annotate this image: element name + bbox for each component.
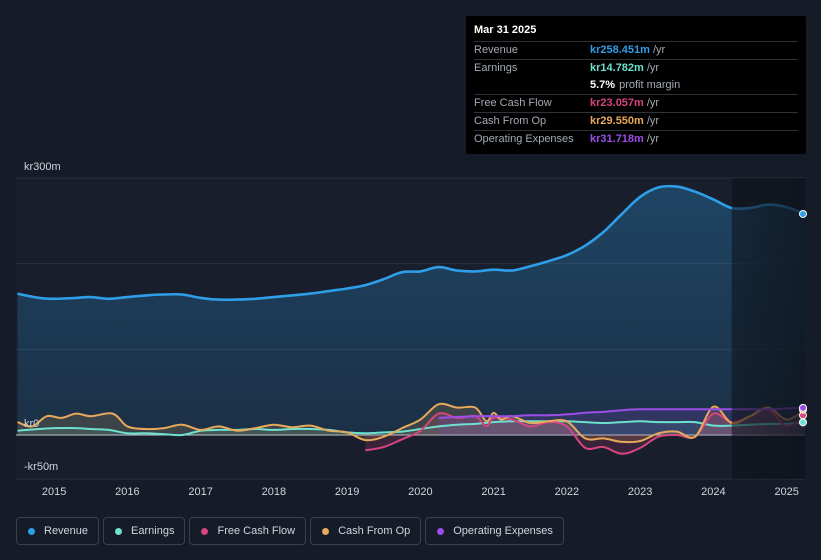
- operating-expenses-dot-icon: [437, 527, 445, 535]
- series-end-markers: [799, 209, 807, 427]
- tooltip-value: kr29.550m: [590, 115, 644, 127]
- tooltip-value: 5.7%: [590, 79, 616, 91]
- tooltip-unit: /yr: [646, 133, 660, 145]
- y-tick-label: -kr50m: [24, 461, 58, 473]
- tooltip-label: Cash From Op: [474, 115, 547, 127]
- cash-from-op-line: [17, 402, 806, 444]
- tooltip-value: kr23.057m: [590, 97, 644, 109]
- legend-label: Operating Expenses: [453, 525, 553, 537]
- x-tick-label: 2022: [555, 486, 579, 498]
- tooltip-label: Earnings: [474, 62, 518, 74]
- legend-item-operating-expenses[interactable]: Operating Expenses: [425, 517, 564, 545]
- tooltip: Mar 31 2025 Revenue kr258.451m /yr Earni…: [466, 16, 806, 154]
- tooltip-unit: /yr: [652, 44, 666, 56]
- tooltip-row-free-cash-flow: Free Cash Flow kr23.057m /yr: [474, 94, 798, 112]
- x-tick-label: 2020: [408, 486, 432, 498]
- operating-expenses-end-marker: [799, 403, 807, 412]
- legend-item-earnings[interactable]: Earnings: [103, 517, 186, 545]
- tooltip-row-profit-margin: 5.7% profit margin: [474, 77, 798, 94]
- tooltip-unit: /yr: [646, 97, 660, 109]
- free-cash-flow-area: [365, 409, 805, 454]
- legend-item-cash-from-op[interactable]: Cash From Op: [310, 517, 422, 545]
- tooltip-label: [474, 77, 590, 94]
- cash-from-op-area: [17, 403, 805, 443]
- tooltip-row-cash-from-op: Cash From Op kr29.550m /yr: [474, 112, 798, 130]
- revenue-dot-icon: [28, 527, 35, 535]
- tooltip-row-earnings: Earnings kr14.782m /yr: [474, 59, 798, 77]
- earnings-dot-icon: [115, 527, 123, 535]
- x-tick-label: 2024: [701, 486, 725, 498]
- x-tick-label: 2018: [262, 486, 286, 498]
- earnings-line: [17, 420, 806, 437]
- tooltip-label: Revenue: [474, 44, 519, 56]
- y-tick-label: kr0: [24, 418, 39, 430]
- legend-item-revenue[interactable]: Revenue: [16, 517, 100, 545]
- forecast-shade: [731, 178, 805, 479]
- x-tick-label: 2019: [335, 486, 359, 498]
- legend-label: Free Cash Flow: [217, 525, 296, 537]
- x-tick-label: 2025: [774, 486, 798, 498]
- tooltip-unit: /yr: [646, 115, 660, 127]
- tooltip-row-revenue: Revenue kr258.451m /yr: [474, 41, 798, 59]
- cash-from-op-dot-icon: [322, 527, 330, 535]
- tooltip-value: kr31.718m: [590, 133, 644, 145]
- revenue-end-marker: [799, 209, 807, 218]
- x-tick-label: 2017: [188, 486, 212, 498]
- earnings-area: [17, 421, 805, 436]
- revenue-area: [17, 186, 805, 435]
- x-tick-label: 2015: [42, 486, 66, 498]
- legend-label: Earnings: [131, 525, 175, 537]
- x-tick-label: 2016: [115, 486, 139, 498]
- tooltip-value: kr14.782m: [590, 62, 644, 74]
- tooltip-date: Mar 31 2025: [474, 24, 537, 36]
- legend-label: Revenue: [44, 525, 89, 537]
- x-tick-label: 2023: [628, 486, 652, 498]
- tooltip-unit: /yr: [646, 62, 660, 74]
- free-cash-flow-dot-icon: [201, 527, 209, 535]
- x-axis: 2015 2016 2017 2018 2019 2020 2021 2022 2023 2024…: [42, 486, 799, 498]
- tooltip-value: kr258.451m: [590, 44, 650, 56]
- tooltip-label: Free Cash Flow: [474, 97, 552, 109]
- y-axis: kr300m kr0 -kr50m: [24, 161, 61, 473]
- y-tick-label: kr300m: [24, 161, 61, 173]
- tooltip-row-operating-expenses: Operating Expenses kr31.718m /yr: [474, 130, 798, 148]
- tooltip-label: Operating Expenses: [474, 133, 574, 145]
- legend: Revenue Earnings Free Cash Flow Cash Fro…: [16, 517, 564, 545]
- revenue-line: [17, 184, 806, 302]
- tooltip-unit: profit margin: [619, 79, 681, 91]
- x-tick-label: 2021: [481, 486, 505, 498]
- earnings-end-marker: [799, 418, 807, 427]
- legend-item-free-cash-flow[interactable]: Free Cash Flow: [189, 517, 307, 545]
- series-lines: [17, 184, 806, 455]
- legend-label: Cash From Op: [338, 525, 411, 537]
